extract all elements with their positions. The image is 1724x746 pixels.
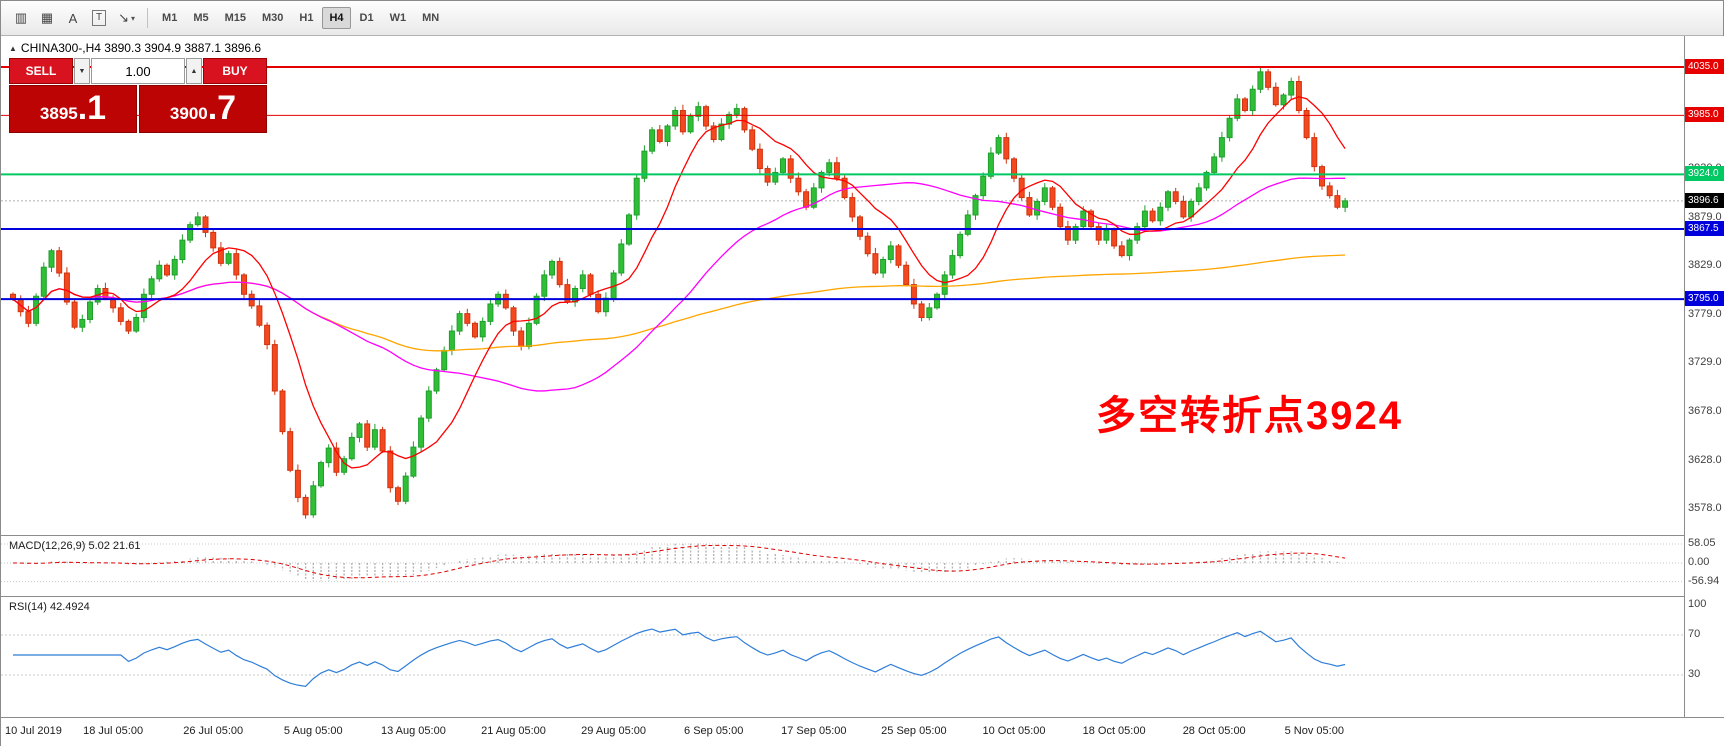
timeframe-group: M1 M5 M15 M30 H1 H4 D1 W1 MN xyxy=(155,7,446,29)
time-label: 26 Jul 05:00 xyxy=(183,725,244,737)
macd-axis-label: 58.05 xyxy=(1688,537,1716,550)
sell-price-fraction: .1 xyxy=(77,89,107,127)
tf-mn-button[interactable]: MN xyxy=(422,12,440,24)
dropdown-caret-icon: ▾ xyxy=(131,13,136,23)
price-axis[interactable]: 3980.03930.03879.03829.03779.03729.03678… xyxy=(1684,36,1724,717)
time-label: 21 Aug 05:00 xyxy=(481,725,546,737)
price-tick: 3779.0 xyxy=(1688,307,1722,320)
buy-button[interactable]: BUY xyxy=(203,58,267,84)
trade-controls-row: SELL ▼ ▲ BUY xyxy=(9,58,267,84)
macd-axis-label: 0.00 xyxy=(1688,556,1710,568)
chart-ohlc-header: ▲ CHINA300-,H4 3890.3 3904.9 3887.1 3896.… xyxy=(9,41,261,55)
tf-h4-button[interactable]: H4 xyxy=(322,7,351,29)
volume-down-button[interactable]: ▼ xyxy=(74,58,90,84)
macd-indicator-label: MACD(12,26,9) 5.02 21.61 xyxy=(9,540,141,552)
buy-price-box[interactable]: 3900.7 xyxy=(139,85,267,133)
hline-price-badge: 3867.5 xyxy=(1685,221,1724,236)
cursor-tool-icon[interactable]: ↘ ▾ xyxy=(118,10,136,25)
time-label: 18 Oct 05:00 xyxy=(1082,725,1146,737)
tf-d1-button[interactable]: D1 xyxy=(359,12,374,24)
volume-input[interactable] xyxy=(91,58,185,84)
tf-m5-button[interactable]: M5 xyxy=(193,12,209,24)
volume-up-button[interactable]: ▲ xyxy=(186,58,202,84)
time-label: 13 Aug 05:00 xyxy=(380,725,446,737)
one-click-trade-panel: SELL ▼ ▲ BUY 3895.1 3900.7 xyxy=(9,58,267,133)
buy-price-fraction: .7 xyxy=(207,89,237,127)
tf-w1-button[interactable]: W1 xyxy=(389,12,407,24)
hline-price-badge: 3795.0 xyxy=(1685,291,1724,307)
price-tick: 3729.0 xyxy=(1688,355,1722,368)
trade-prices-row: 3895.1 3900.7 xyxy=(9,85,267,133)
time-label: 25 Sep 05:00 xyxy=(881,725,947,737)
chart-annotation-text: 多空转折点3924 xyxy=(1096,394,1403,438)
toolbar-tools-group: ▥ ▦ A T ↘ ▾ xyxy=(9,6,140,30)
tf-m15-button[interactable]: M15 xyxy=(224,12,246,24)
ohlc-text: CHINA300-,H4 3890.3 3904.9 3887.1 3896.6 xyxy=(20,41,262,55)
price-tick: 3578.0 xyxy=(1688,502,1722,514)
time-label: 10 Oct 05:00 xyxy=(982,725,1046,737)
panel-splitter[interactable] xyxy=(1,596,1723,597)
collapse-icon[interactable]: ▲ xyxy=(9,44,17,53)
macd-axis-label: -56.94 xyxy=(1688,574,1720,587)
panel-splitter[interactable] xyxy=(1,535,1723,536)
sell-price-main: 3895 xyxy=(39,104,78,123)
tf-m1-button[interactable]: M1 xyxy=(162,12,178,24)
time-label: 10 Jul 2019 xyxy=(5,725,62,737)
time-label: 17 Sep 05:00 xyxy=(781,725,847,737)
sell-button[interactable]: SELL xyxy=(9,58,73,84)
time-label: 5 Aug 05:00 xyxy=(283,725,343,737)
bid-price-badge: 3896.6 xyxy=(1685,192,1724,208)
price-tick: 3829.0 xyxy=(1688,259,1722,272)
label-tool-icon[interactable]: A xyxy=(68,10,78,26)
time-label: 29 Aug 05:00 xyxy=(581,725,647,737)
tf-m30-button[interactable]: M30 xyxy=(262,12,284,24)
time-label: 6 Sep 05:00 xyxy=(684,725,744,737)
rsi-axis-label: 30 xyxy=(1688,668,1701,680)
data-grid-icon[interactable]: ▦ xyxy=(40,10,54,25)
tf-h1-button[interactable]: H1 xyxy=(299,12,314,24)
macd-panel-surface[interactable] xyxy=(1,537,1684,595)
price-tick: 3879.0 xyxy=(1688,210,1722,223)
rsi-axis-label: 70 xyxy=(1688,628,1701,640)
sell-price-box[interactable]: 3895.1 xyxy=(9,85,137,133)
price-tick: 3628.0 xyxy=(1688,453,1722,466)
time-label: 28 Oct 05:00 xyxy=(1182,725,1246,737)
rsi-panel-surface[interactable] xyxy=(1,598,1684,716)
rsi-indicator-label: RSI(14) 42.4924 xyxy=(9,601,90,613)
time-axis[interactable]: 10 Jul 2019 18 Jul 05:00 26 Jul 05:00 5 Aug… xyxy=(1,717,1724,746)
toolbar: ▥ ▦ A T ↘ ▾ M1 M5 M15 M30 H1 H4 D1 W1 MN xyxy=(1,1,1723,36)
hline-price-badge: 3924.0 xyxy=(1685,166,1724,182)
price-tick: 3678.0 xyxy=(1688,405,1722,418)
buy-price-main: 3900 xyxy=(169,104,208,123)
toolbar-separator xyxy=(147,8,149,28)
time-label: 5 Nov 05:00 xyxy=(1284,725,1344,737)
rsi-axis-label: 100 xyxy=(1688,598,1707,610)
hline-price-badge: 3985.0 xyxy=(1685,107,1724,123)
chart-window-icon[interactable]: ▥ xyxy=(14,10,28,25)
text-tool-icon[interactable]: T xyxy=(87,6,111,30)
hline-price-badge: 4035.0 xyxy=(1685,59,1724,74)
time-label: 18 Jul 05:00 xyxy=(83,725,144,737)
